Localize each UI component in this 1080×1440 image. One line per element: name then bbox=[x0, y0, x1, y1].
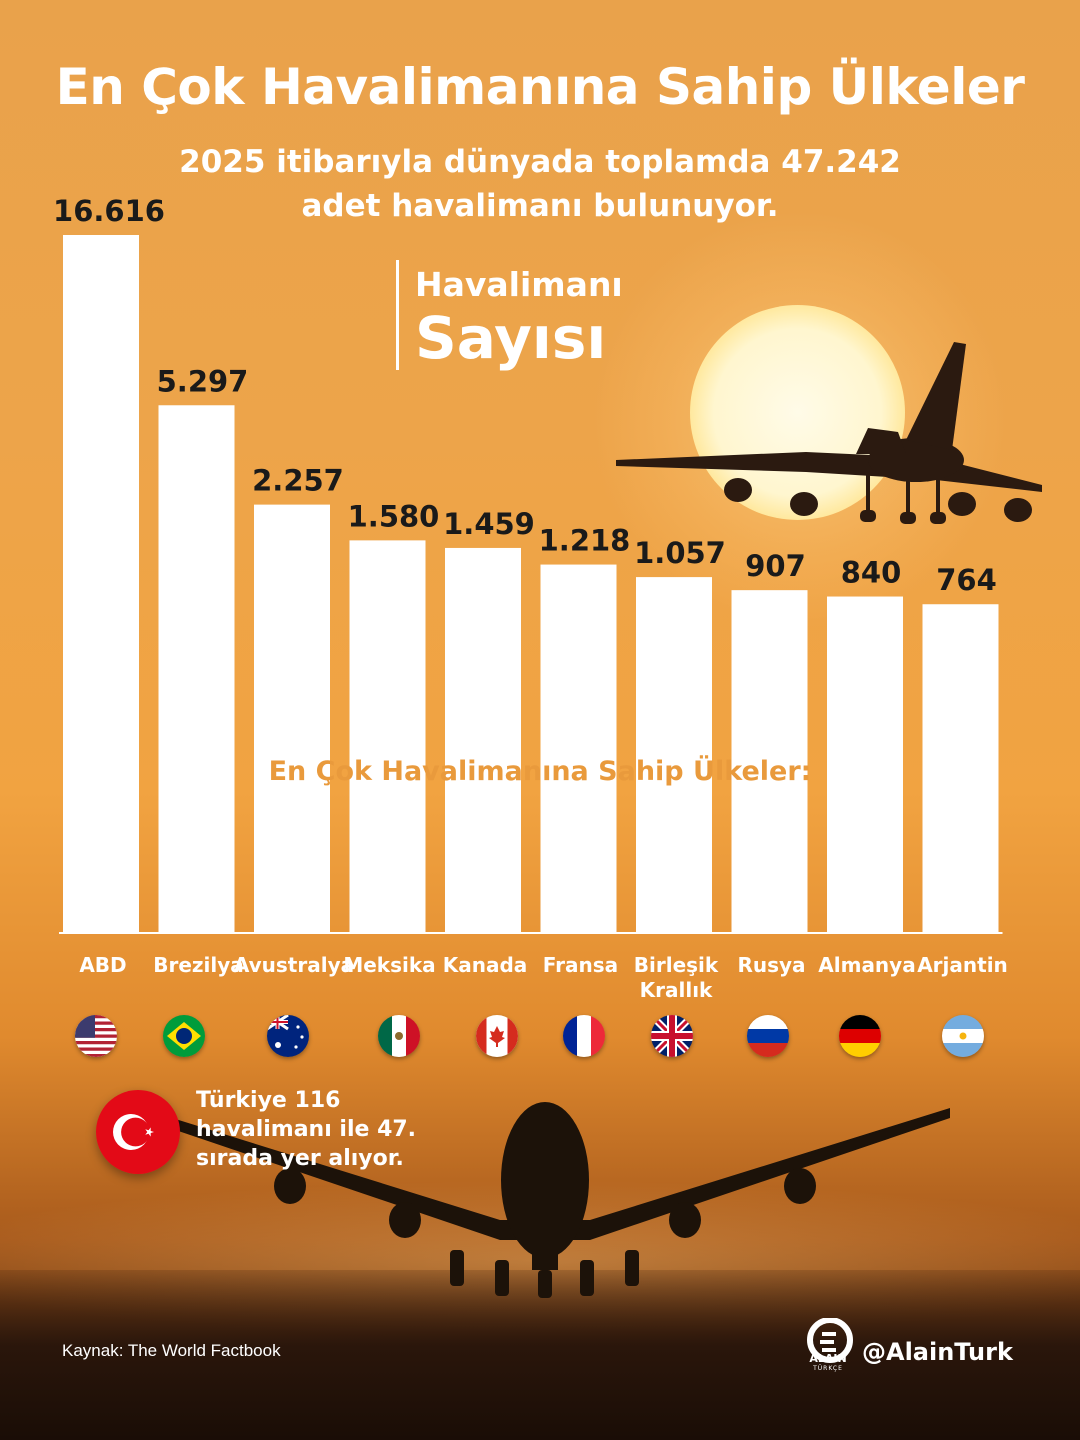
australia-flag-icon bbox=[267, 1015, 309, 1057]
brand-handle: @AlainTurk bbox=[862, 1338, 1013, 1366]
category-label-1: Brezilya bbox=[153, 953, 244, 977]
bar-value-label-2: 2.257 bbox=[252, 464, 344, 498]
bar-4 bbox=[445, 547, 521, 932]
category-label-0: ABD bbox=[79, 953, 126, 977]
bar-chart: 16.616 ABD 5.297 Brezilya 2.257 Avustralya 1.5… bbox=[53, 194, 1008, 1002]
legend-line-1: Havalimanı bbox=[415, 265, 623, 304]
airplane-silhouette-bottom bbox=[140, 1102, 950, 1298]
page-title: En Çok Havalimanına Sahip Ülkeler bbox=[55, 58, 1025, 116]
argentina-flag-icon bbox=[942, 1015, 984, 1057]
bar-6 bbox=[636, 577, 712, 932]
bar-value-label-7: 907 bbox=[745, 549, 806, 583]
bar-value-label-0: 16.616 bbox=[53, 194, 165, 228]
category-label-8: Almanya bbox=[818, 953, 915, 977]
runway-ground bbox=[0, 1270, 1080, 1440]
bar-8 bbox=[827, 596, 903, 932]
bar-2 bbox=[254, 504, 330, 932]
bar-3 bbox=[349, 540, 426, 932]
brand-name: ALAIN bbox=[809, 1352, 847, 1365]
uk-flag-icon bbox=[651, 1015, 693, 1057]
bar-1 bbox=[158, 405, 235, 933]
bar-value-label-5: 1.218 bbox=[539, 524, 631, 558]
airplane-silhouette-top bbox=[616, 342, 1042, 524]
bar-value-label-6: 1.057 bbox=[634, 536, 726, 570]
bar-7 bbox=[731, 590, 808, 932]
category-label-2: Avustralya bbox=[234, 953, 354, 977]
category-label-3: Meksika bbox=[343, 953, 435, 977]
russia-flag-icon bbox=[747, 1015, 789, 1057]
mexico-flag-icon bbox=[378, 1015, 420, 1057]
category-label-4: Kanada bbox=[443, 953, 528, 977]
usa-flag-icon bbox=[75, 1015, 117, 1057]
bar-value-label-9: 764 bbox=[936, 563, 997, 597]
source-text: Kaynak: The World Factbook bbox=[62, 1341, 281, 1360]
category-label-5: Fransa bbox=[543, 953, 618, 977]
page-subtitle: 2025 itibarıyla dünyada toplamda 47.242 … bbox=[179, 144, 901, 224]
germany-flag-icon bbox=[839, 1015, 881, 1057]
category-label-9: Arjantin bbox=[917, 953, 1008, 977]
bar-5 bbox=[540, 564, 617, 932]
turkey-flag-icon bbox=[96, 1090, 180, 1174]
alain-logo-icon bbox=[807, 1318, 853, 1363]
bar-value-label-3: 1.580 bbox=[348, 499, 440, 533]
category-label-7: Rusya bbox=[737, 953, 805, 977]
bar-value-label-8: 840 bbox=[841, 556, 902, 590]
bar-value-label-1: 5.297 bbox=[157, 364, 249, 398]
bar-9 bbox=[922, 604, 999, 932]
france-flag-icon bbox=[563, 1015, 605, 1057]
brazil-flag-icon bbox=[163, 1015, 205, 1057]
brand-sub: TÜRKÇE bbox=[813, 1365, 843, 1372]
bar-0 bbox=[63, 235, 139, 932]
canada-flag-icon bbox=[476, 1015, 518, 1057]
legend: Havalimanı Sayısı bbox=[396, 260, 623, 370]
legend-line-2: Sayısı bbox=[415, 304, 607, 372]
category-label-6: Birleşik Krallık bbox=[634, 953, 719, 1002]
bar-value-label-4: 1.459 bbox=[443, 507, 535, 541]
turkey-note: Türkiye 116 havalimanı ile 47. sırada ye… bbox=[196, 1088, 417, 1171]
